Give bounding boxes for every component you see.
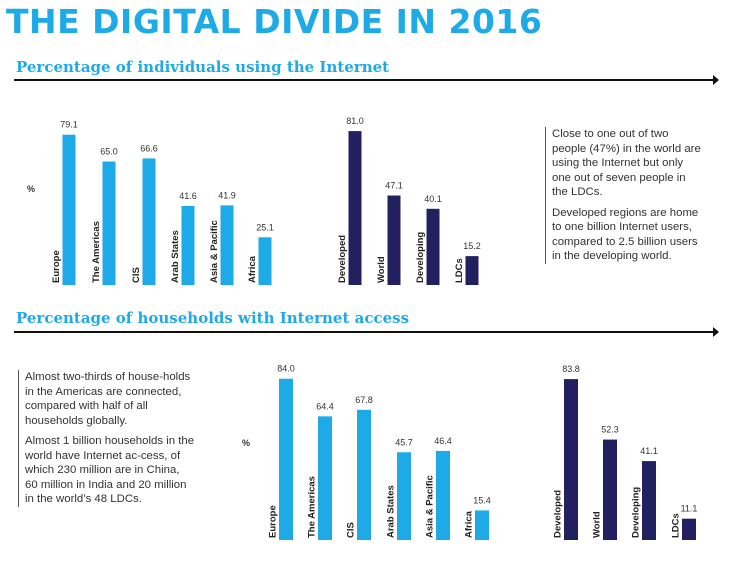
note-households: Almost two-thirds of house-holds in the … (18, 370, 195, 507)
individuals-bar-europe (62, 134, 76, 285)
households-value-label-world: 52.3 (601, 425, 619, 435)
households-bar-arab-states (397, 452, 411, 540)
households-value-label-the-americas: 64.4 (316, 401, 334, 411)
households-value-label-ldcs: 11.1 (681, 504, 698, 514)
individuals-bar-cis (142, 158, 156, 285)
individuals-y-axis-label: % (27, 184, 35, 194)
individuals-category-label-arab-states: Arab States (170, 230, 181, 283)
individuals-bar-asia-pacific (220, 205, 234, 285)
individuals-value-label-asia-pacific: 41.9 (218, 190, 236, 200)
households-bar-europe (279, 378, 293, 540)
households-category-label-the-americas: The Americas (307, 476, 318, 538)
individuals-category-label-africa: Africa (247, 255, 258, 283)
section-divider-households (14, 327, 719, 337)
households-category-label-arab-states: Arab States (386, 485, 397, 538)
households-value-label-asia-pacific: 46.4 (434, 436, 452, 446)
households-category-label-asia-pacific: Asia & Pacific (425, 475, 436, 538)
households-value-label-developing: 41.1 (640, 446, 658, 456)
households-category-label-europe: Europe (268, 505, 279, 538)
households-value-label-arab-states: 45.7 (395, 437, 413, 447)
households-bar-ldcs (682, 518, 696, 540)
households-value-label-africa: 15.4 (473, 495, 491, 505)
individuals-category-label-world: World (376, 256, 387, 283)
individuals-value-label-cis: 66.6 (140, 143, 158, 153)
individuals-category-label-europe: Europe (51, 250, 62, 283)
note-households-paragraph-2: Almost 1 billion households in the world… (25, 435, 195, 505)
households-value-label-cis: 67.8 (355, 395, 373, 405)
households-bar-developing (642, 461, 656, 540)
households-category-label-world: World (592, 511, 603, 538)
individuals-category-label-ldcs: LDCs (454, 258, 465, 283)
individuals-value-label-arab-states: 41.6 (179, 191, 197, 201)
individuals-value-label-the-americas: 65.0 (100, 147, 118, 157)
individuals-bar-world (387, 195, 401, 285)
households-bar-asia-pacific (436, 450, 450, 540)
note-households-paragraph-1: Almost two-thirds of house-holds in the … (25, 371, 191, 427)
individuals-bar-developing (426, 208, 440, 285)
individuals-value-label-ldcs: 15.2 (463, 241, 481, 251)
individuals-value-label-africa: 25.1 (256, 222, 274, 232)
households-bar-the-americas (318, 416, 332, 540)
note-individuals: Close to one out of two people (47%) in … (545, 127, 702, 264)
section-divider-individuals (14, 75, 719, 85)
households-category-label-cis: CIS (346, 522, 357, 538)
individuals-bar-arab-states (181, 205, 195, 285)
individuals-value-label-developing: 40.1 (424, 194, 442, 204)
individuals-bar-ldcs (465, 256, 479, 285)
individuals-value-label-developed: 81.0 (346, 116, 364, 126)
households-category-label-ldcs: LDCs (671, 513, 682, 538)
individuals-bar-africa (258, 237, 272, 285)
households-category-label-developing: Developing (631, 487, 642, 538)
households-value-label-developed: 83.8 (562, 364, 580, 374)
households-bar-africa (475, 510, 489, 540)
individuals-category-label-developed: Developed (337, 235, 348, 283)
individuals-value-label-world: 47.1 (385, 181, 403, 191)
individuals-category-label-asia-pacific: Asia & Pacific (209, 220, 220, 283)
section-title-households: Percentage of households with Internet a… (16, 309, 410, 327)
households-bar-developed (564, 379, 578, 540)
households-value-label-europe: 84.0 (277, 364, 295, 374)
households-category-label-developed: Developed (553, 490, 564, 538)
individuals-bar-the-americas (102, 161, 116, 285)
page-title: THE DIGITAL DIVIDE IN 2016 (6, 2, 543, 41)
households-bar-cis (357, 409, 371, 540)
individuals-category-label-the-americas: The Americas (91, 221, 102, 283)
households-bar-world (603, 439, 617, 540)
note-individuals-paragraph-1: Close to one out of two people (47%) in … (552, 128, 701, 198)
note-individuals-paragraph-2: Developed regions are home to one billio… (552, 206, 699, 263)
individuals-bar-developed (348, 131, 362, 285)
individuals-value-label-europe: 79.1 (60, 120, 78, 130)
individuals-category-label-cis: CIS (131, 267, 142, 283)
households-category-label-africa: Africa (464, 510, 475, 538)
section-title-individuals: Percentage of individuals using the Inte… (16, 58, 390, 76)
individuals-category-label-developing: Developing (415, 232, 426, 283)
households-y-axis-label: % (242, 438, 250, 448)
